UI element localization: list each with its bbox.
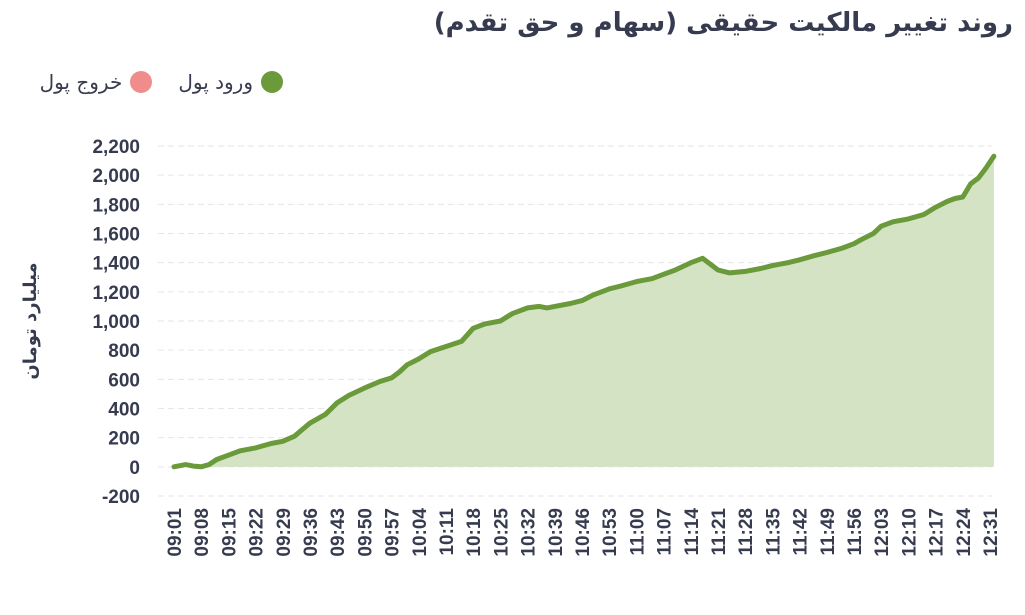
x-tick-label: 12:31 — [981, 508, 1002, 557]
x-tick-label: 10:11 — [437, 508, 458, 556]
x-tick-label: 09:22 — [247, 508, 268, 557]
x-tick-label: 09:08 — [192, 508, 213, 557]
x-tick-label: 12:24 — [954, 508, 975, 557]
x-tick-label: 10:53 — [600, 508, 621, 557]
y-tick-label: 1,800 — [92, 195, 140, 216]
y-axis-ticks: 2,200 2,000 1,800 1,600 1,400 1,200 1,000 800 60… — [92, 137, 140, 508]
x-tick-label: 11:56 — [845, 508, 866, 556]
y-tick-label: -200 — [102, 487, 140, 508]
x-tick-label: 10:46 — [573, 508, 594, 557]
x-tick-label: 09:15 — [219, 508, 240, 557]
x-tick-label: 11:07 — [655, 508, 676, 556]
x-tick-label: 11:14 — [682, 508, 703, 556]
x-tick-label: 10:04 — [410, 508, 431, 557]
x-tick-label: 10:32 — [519, 508, 540, 557]
y-tick-label: 800 — [108, 341, 140, 362]
y-tick-label: 2,000 — [92, 166, 140, 187]
legend-outflow-dot-icon — [130, 71, 153, 93]
legend-inflow-dot-icon — [261, 71, 283, 93]
x-tick-label: 09:57 — [383, 508, 404, 557]
x-tick-label: 11:28 — [736, 508, 757, 556]
x-tick-label: 10:25 — [491, 508, 512, 557]
legend-outflow-label: خروج پول — [39, 70, 123, 94]
y-tick-label: 400 — [108, 400, 140, 421]
chart-title: روند تغییر مالکیت حقیقی (سهام و حق تقدم) — [433, 8, 1013, 38]
series-area — [174, 156, 994, 467]
y-tick-label: 1,600 — [92, 225, 140, 246]
y-tick-label: 1,400 — [92, 254, 140, 275]
y-axis-label: میلیارد تومان — [20, 262, 41, 379]
x-tick-label: 09:01 — [165, 508, 186, 557]
x-tick-label: 12:10 — [899, 508, 920, 557]
x-tick-label: 10:18 — [464, 508, 485, 557]
x-tick-label: 10:39 — [546, 508, 567, 557]
legend-item-outflow[interactable]: خروج پول — [40, 70, 153, 94]
y-tick-label: 1,200 — [92, 283, 140, 304]
x-tick-label: 09:50 — [355, 508, 376, 557]
x-tick-label: 09:29 — [274, 508, 295, 557]
x-tick-label: 09:36 — [301, 508, 322, 557]
x-tick-label: 11:35 — [763, 508, 784, 556]
x-tick-label: 09:43 — [328, 508, 349, 557]
y-tick-label: 2,200 — [92, 137, 140, 158]
y-tick-label: 200 — [108, 429, 140, 450]
x-tick-label: 11:00 — [627, 508, 648, 556]
x-axis-ticks: 09:01 09:08 09:15 09:22 09:29 09:36 09:43 09:50… — [165, 508, 1002, 557]
x-tick-label: 11:49 — [818, 508, 839, 556]
x-tick-label: 11:42 — [791, 508, 812, 556]
y-tick-label: 1,000 — [92, 312, 140, 333]
x-tick-label: 11:21 — [709, 508, 730, 556]
x-tick-label: 12:03 — [872, 508, 893, 557]
series-line — [171, 153, 997, 470]
y-tick-label: 600 — [108, 370, 140, 391]
legend-inflow-label: ورود پول — [178, 70, 253, 94]
x-tick-label: 12:17 — [927, 508, 948, 557]
legend-item-inflow[interactable]: ورود پول — [178, 70, 283, 94]
legend: ورود پول خروج پول — [40, 70, 283, 94]
y-tick-label: 0 — [129, 458, 140, 479]
